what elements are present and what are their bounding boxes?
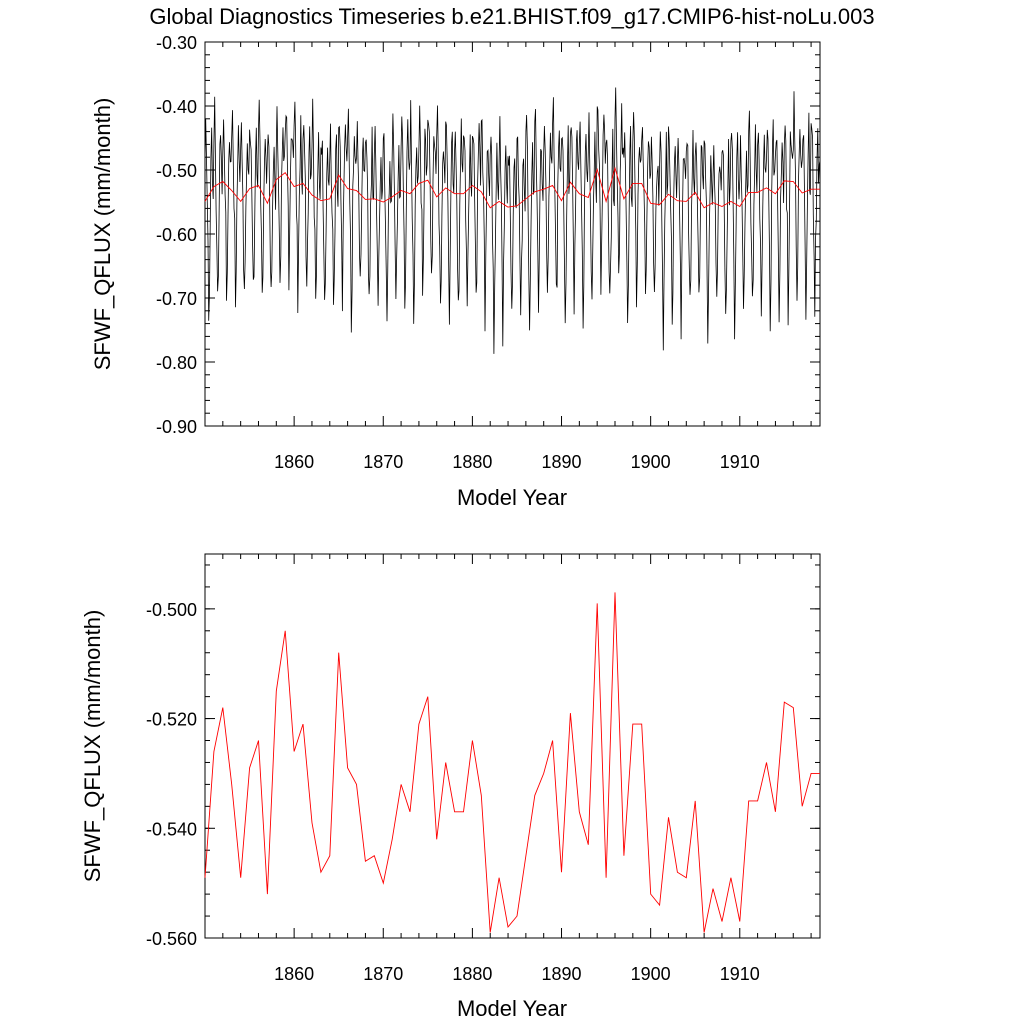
top-x-tick-labels: 1860 1870 1880 1890 1900 1910 [274,452,760,472]
x-tick-label: 1880 [452,452,492,472]
top-y-tick-labels: -0.30 -0.40 -0.50 -0.60 -0.70 -0.80 -0.90 [156,33,197,437]
y-tick-label: -0.520 [146,710,197,730]
x-tick-label: 1910 [720,964,760,984]
x-tick-label: 1890 [541,452,581,472]
y-tick-label: -0.70 [156,289,197,309]
x-tick-label: 1860 [274,452,314,472]
y-tick-label: -0.540 [146,819,197,839]
top-annual-series-line [204,166,820,209]
y-tick-label: -0.90 [156,417,197,437]
bottom-y-axis-label: SFWF_QFLUX (mm/month) [80,610,105,883]
bottom-x-axis-label: Model Year [457,996,567,1021]
x-tick-label: 1870 [363,964,403,984]
bottom-ticks [205,554,820,939]
y-tick-label: -0.40 [156,97,197,117]
x-tick-label: 1900 [631,452,671,472]
bottom-annual-series-line [204,592,820,933]
x-tick-label: 1860 [274,964,314,984]
top-x-axis-label: Model Year [457,485,567,510]
top-y-axis-label: SFWF_QFLUX (mm/month) [90,98,115,371]
x-tick-label: 1890 [541,964,581,984]
bottom-x-tick-labels: 1860 1870 1880 1890 1900 1910 [274,964,760,984]
bottom-plot-frame [204,553,821,939]
y-tick-label: -0.500 [146,600,197,620]
bottom-panel: -0.500 -0.520 -0.540 -0.560 1860 1870 1880 189… [80,553,821,1021]
y-tick-label: -0.50 [156,161,197,181]
top-panel: -0.30 -0.40 -0.50 -0.60 -0.70 -0.80 -0.90 1860… [90,33,821,510]
y-tick-label: -0.30 [156,33,197,53]
x-tick-label: 1910 [720,452,760,472]
page-title: Global Diagnostics Timeseries b.e21.BHIS… [149,4,874,29]
bottom-y-tick-labels: -0.500 -0.520 -0.540 -0.560 [146,600,197,949]
y-tick-label: -0.60 [156,225,197,245]
x-tick-label: 1900 [631,964,671,984]
y-tick-label: -0.80 [156,353,197,373]
x-tick-label: 1870 [363,452,403,472]
y-tick-label: -0.560 [146,929,197,949]
top-monthly-series-line [204,87,821,354]
x-tick-label: 1880 [452,964,492,984]
